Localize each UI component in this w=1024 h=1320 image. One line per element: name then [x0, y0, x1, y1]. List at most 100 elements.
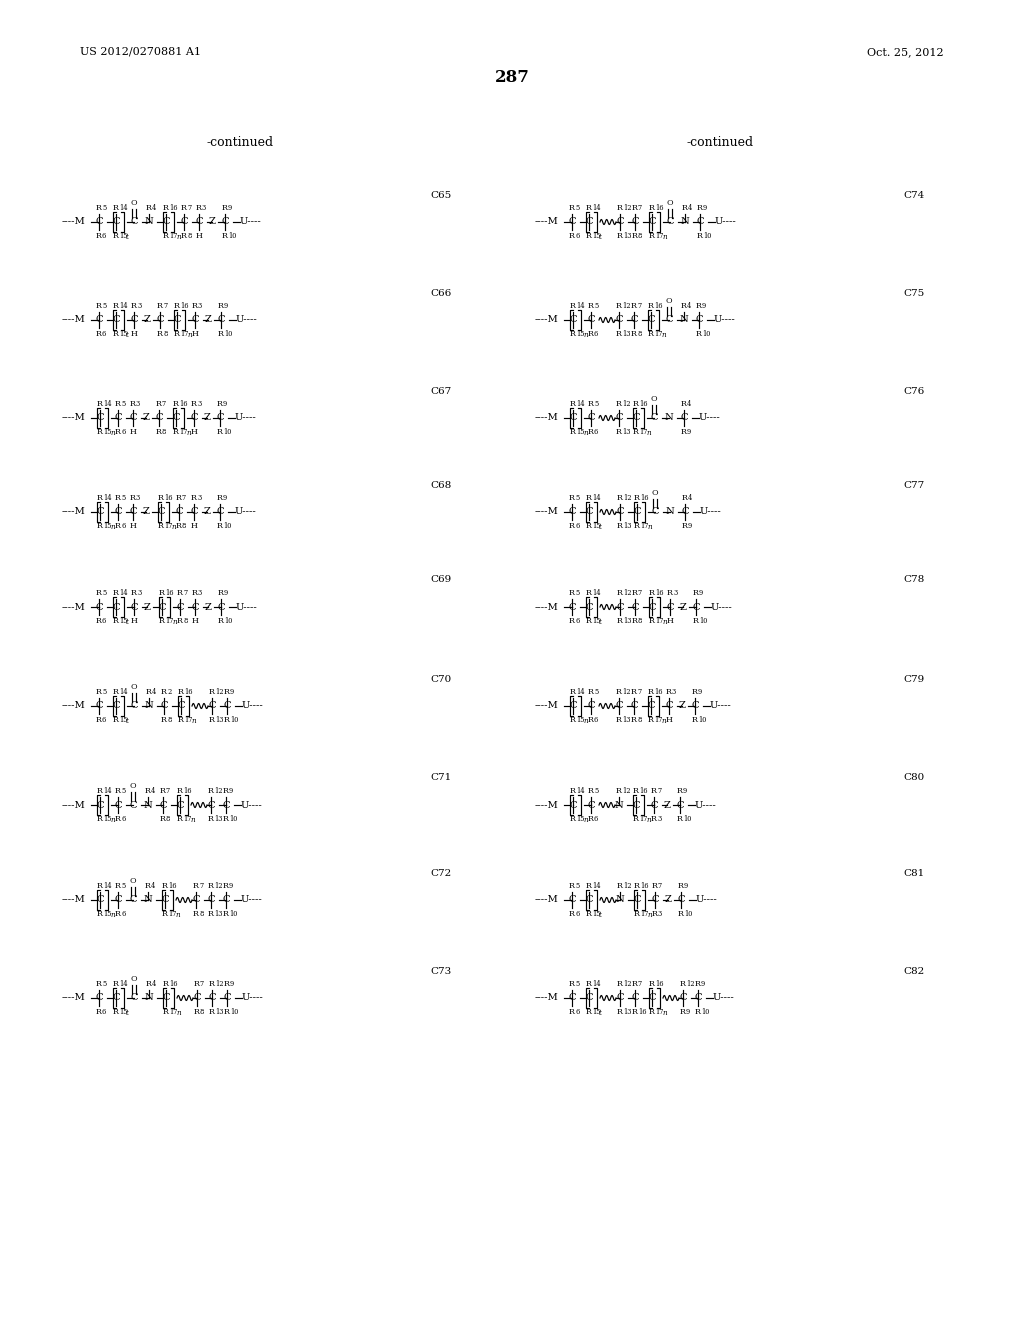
Text: R: R [634, 882, 640, 890]
Text: 5: 5 [575, 494, 580, 502]
Text: R: R [617, 616, 623, 624]
Text: 14: 14 [592, 494, 601, 502]
Text: Z: Z [142, 413, 150, 422]
Text: 9: 9 [228, 205, 232, 213]
Text: R: R [569, 205, 575, 213]
Text: ----M: ----M [62, 413, 86, 422]
Text: 3: 3 [136, 400, 140, 408]
Text: R: R [145, 787, 151, 795]
Text: U----: U---- [695, 800, 717, 809]
Text: C: C [95, 602, 102, 611]
Text: 6: 6 [102, 232, 106, 240]
Text: 5: 5 [575, 205, 580, 213]
Text: 16: 16 [180, 302, 188, 310]
Text: R: R [224, 1008, 230, 1016]
Text: R: R [113, 1008, 119, 1016]
Text: ----M: ----M [535, 602, 559, 611]
Text: 16: 16 [179, 400, 187, 408]
Text: C: C [130, 218, 138, 227]
Text: 17: 17 [165, 616, 173, 624]
Text: n: n [583, 331, 588, 339]
Text: R: R [130, 400, 136, 408]
Text: R: R [681, 428, 687, 436]
Text: R: R [173, 428, 179, 436]
Text: C71: C71 [431, 774, 452, 783]
Text: 9: 9 [224, 302, 228, 310]
Text: ----M: ----M [535, 413, 559, 422]
Text: 13: 13 [623, 616, 632, 624]
Text: 287: 287 [495, 70, 529, 87]
Text: R: R [181, 205, 187, 213]
Text: 2: 2 [167, 688, 171, 696]
Text: C: C [130, 994, 138, 1002]
Text: 4: 4 [688, 205, 692, 213]
Text: 5: 5 [102, 589, 106, 597]
Text: O: O [651, 488, 658, 498]
Text: R: R [146, 205, 152, 213]
Text: 4: 4 [152, 205, 157, 213]
Text: 12: 12 [215, 979, 223, 987]
Text: C: C [587, 413, 595, 422]
Text: 6: 6 [575, 521, 580, 531]
Text: 9: 9 [683, 787, 687, 795]
Text: 17: 17 [179, 428, 187, 436]
Text: R: R [193, 302, 198, 310]
Text: 15: 15 [119, 330, 128, 338]
Text: 10: 10 [699, 616, 708, 624]
Text: 4: 4 [152, 688, 157, 696]
Text: ----M: ----M [535, 507, 559, 516]
Text: U----: U---- [711, 602, 733, 611]
Text: R: R [223, 909, 229, 917]
Text: H: H [190, 521, 198, 531]
Text: 8: 8 [637, 715, 641, 723]
Text: C: C [190, 413, 198, 422]
Text: 4: 4 [152, 979, 157, 987]
Text: C: C [615, 701, 623, 710]
Text: 15: 15 [592, 1008, 600, 1016]
Text: R: R [588, 400, 594, 408]
Text: R: R [681, 302, 687, 310]
Text: R: R [588, 715, 594, 723]
Text: R: R [208, 882, 214, 890]
Text: C: C [113, 701, 120, 710]
Text: 14: 14 [592, 979, 601, 987]
Text: C: C [568, 218, 575, 227]
Text: 9: 9 [702, 302, 707, 310]
Text: R: R [697, 205, 703, 213]
Text: 3: 3 [137, 589, 141, 597]
Text: R: R [586, 205, 592, 213]
Text: R: R [96, 330, 102, 338]
Text: U----: U---- [696, 895, 718, 904]
Text: R: R [96, 232, 102, 240]
Text: C: C [568, 602, 575, 611]
Text: 12: 12 [623, 205, 632, 213]
Text: 17: 17 [184, 715, 193, 723]
Text: 7: 7 [182, 494, 186, 502]
Text: C79: C79 [904, 675, 925, 684]
Text: C: C [648, 218, 655, 227]
Text: C: C [585, 507, 593, 516]
Text: 8: 8 [638, 232, 642, 240]
Text: U----: U---- [241, 895, 263, 904]
Text: C: C [585, 218, 593, 227]
Text: R: R [617, 1008, 623, 1016]
Text: R: R [163, 979, 169, 987]
Text: 8: 8 [638, 616, 642, 624]
Text: C: C [676, 800, 684, 809]
Text: t: t [599, 911, 602, 919]
Text: 5: 5 [121, 882, 125, 890]
Text: C: C [113, 218, 120, 227]
Text: C: C [96, 800, 103, 809]
Text: 17: 17 [639, 814, 647, 822]
Text: C: C [680, 413, 688, 422]
Text: R: R [96, 688, 102, 696]
Text: C: C [694, 994, 701, 1002]
Text: n: n [662, 1008, 667, 1016]
Text: R: R [588, 787, 594, 795]
Text: R: R [97, 521, 103, 531]
Text: R: R [632, 232, 638, 240]
Text: C: C [216, 413, 224, 422]
Text: R: R [160, 787, 166, 795]
Text: C: C [633, 507, 641, 516]
Text: C66: C66 [431, 289, 452, 297]
